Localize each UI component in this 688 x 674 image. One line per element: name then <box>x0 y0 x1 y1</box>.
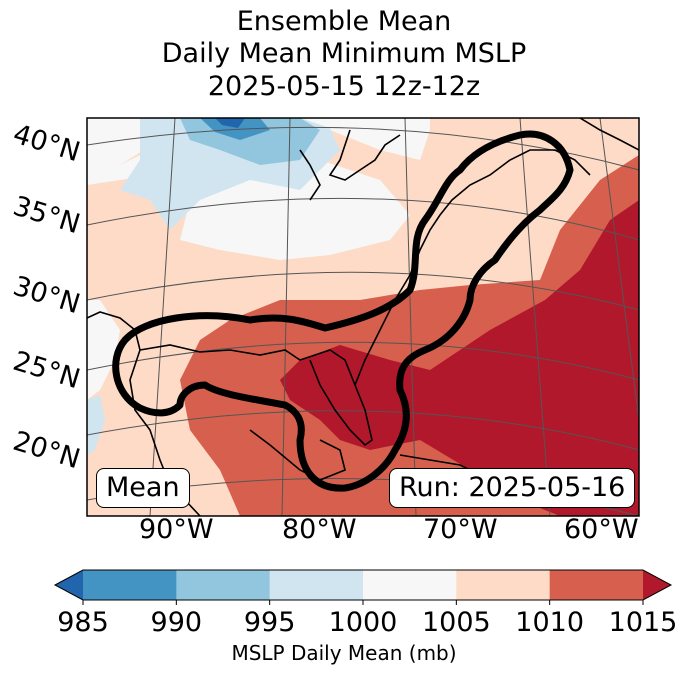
colorbar-tick-label-990: 990 <box>150 607 203 638</box>
lon-label-80w: 80°W <box>282 514 357 545</box>
lon-label-90w: 90°W <box>139 514 214 545</box>
colorbar-segment-985-990 <box>83 570 177 600</box>
colorbar-label: MSLP Daily Mean (mb) <box>231 641 457 665</box>
title-line-2: Daily Mean Minimum MSLP <box>161 38 527 69</box>
run-date-box: Run: 2025-05-16 <box>389 468 636 508</box>
coastlines <box>87 118 639 516</box>
colorbar-extend-high <box>643 570 671 600</box>
mean-label-box: Mean <box>96 468 190 508</box>
field-995-1000-west <box>87 395 105 455</box>
colorbar-segment-990-995 <box>176 570 271 600</box>
mslp-map <box>86 117 640 517</box>
mean-contour <box>112 130 574 492</box>
colorbar-tick-label-1015: 1015 <box>608 607 678 638</box>
field-1000-1005-west <box>87 300 120 400</box>
colorbar-tick-label-1010: 1010 <box>515 607 585 638</box>
colorbar-extend-low <box>55 570 83 600</box>
colorbar-segment-1005-1010 <box>456 570 551 600</box>
field-gt1015 <box>280 200 639 516</box>
colorbar-tick-label-995: 995 <box>243 607 296 638</box>
colorbar-segment-995-1000 <box>269 570 364 600</box>
title-line-1: Ensemble Mean <box>236 6 452 37</box>
title-line-3: 2025-05-15 12z-12z <box>207 71 481 102</box>
colorbar-segment-1000-1005 <box>363 570 457 600</box>
colorbar-tick-label-985: 985 <box>57 607 109 638</box>
colorbar-tick-label-1000: 1000 <box>328 607 398 638</box>
field-lt985 <box>215 118 245 128</box>
colorbar-tick-label-1005: 1005 <box>421 607 491 638</box>
lon-label-70w: 70°W <box>423 514 498 545</box>
lon-label-60w: 60°W <box>564 514 639 545</box>
colorbar-segment-1010-1015 <box>549 570 644 600</box>
